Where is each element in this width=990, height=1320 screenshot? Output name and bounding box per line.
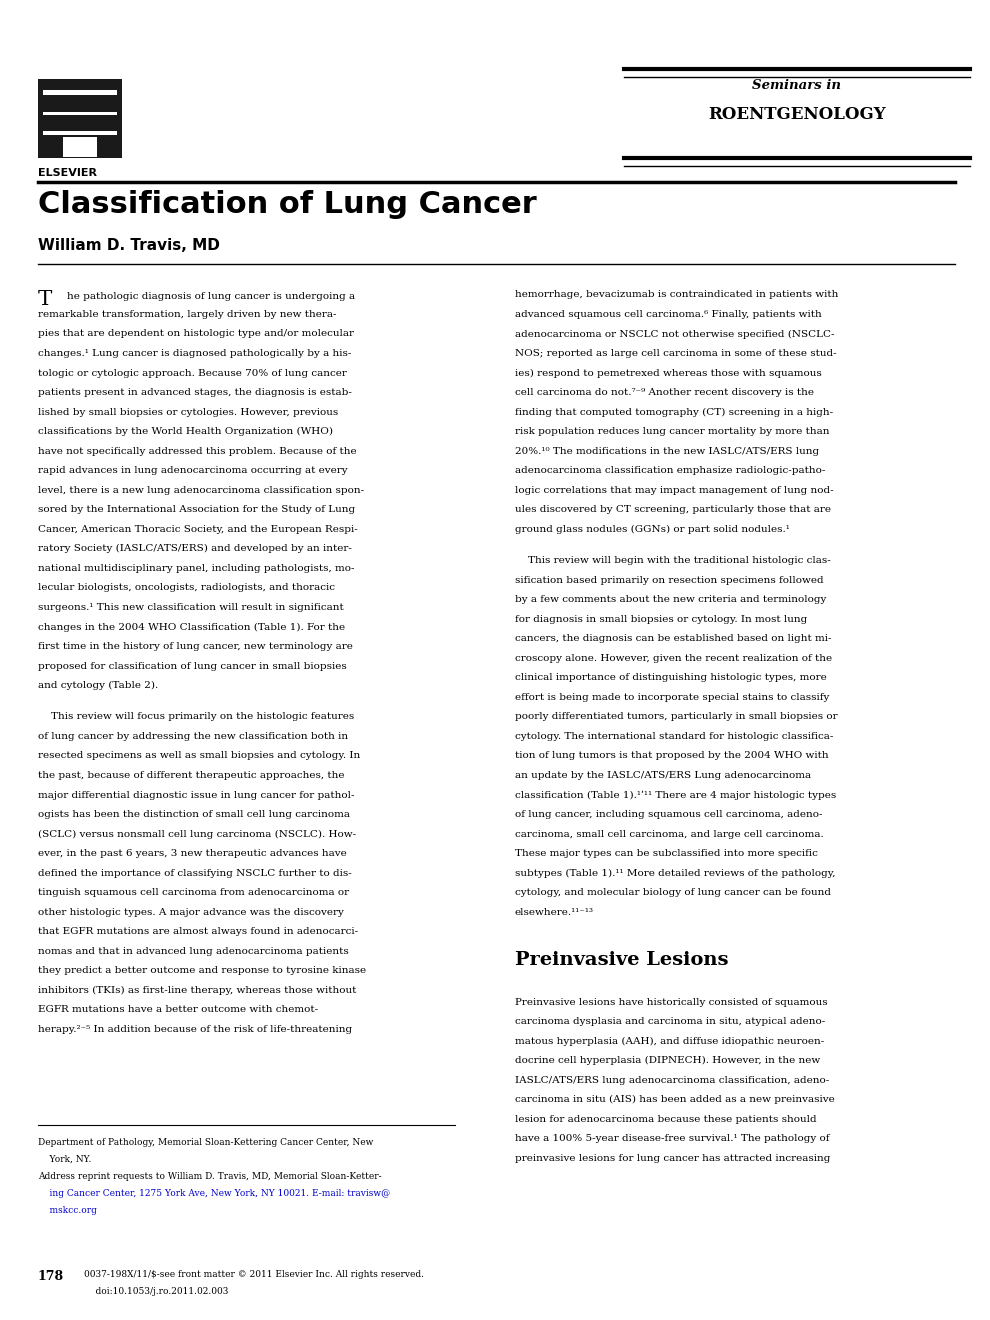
Text: sification based primarily on resection specimens followed: sification based primarily on resection …: [515, 576, 824, 585]
Text: preinvasive lesions for lung cancer has attracted increasing: preinvasive lesions for lung cancer has …: [515, 1154, 831, 1163]
Text: tion of lung tumors is that proposed by the 2004 WHO with: tion of lung tumors is that proposed by …: [515, 751, 829, 760]
Text: lished by small biopsies or cytologies. However, previous: lished by small biopsies or cytologies. …: [38, 408, 338, 417]
Text: rapid advances in lung adenocarcinoma occurring at every: rapid advances in lung adenocarcinoma oc…: [38, 466, 347, 475]
Text: This review will begin with the traditional histologic clas-: This review will begin with the traditio…: [515, 556, 831, 565]
Text: (SCLC) versus nonsmall cell lung carcinoma (NSCLC). How-: (SCLC) versus nonsmall cell lung carcino…: [38, 829, 355, 838]
Bar: [63, 137, 97, 157]
Bar: [43, 131, 117, 135]
Text: subtypes (Table 1).¹¹ More detailed reviews of the pathology,: subtypes (Table 1).¹¹ More detailed revi…: [515, 869, 836, 878]
Text: carcinoma dysplasia and carcinoma in situ, atypical adeno-: carcinoma dysplasia and carcinoma in sit…: [515, 1018, 825, 1026]
Text: ever, in the past 6 years, 3 new therapeutic advances have: ever, in the past 6 years, 3 new therape…: [38, 849, 346, 858]
Text: Department of Pathology, Memorial Sloan-Kettering Cancer Center, New: Department of Pathology, Memorial Sloan-…: [38, 1138, 373, 1147]
Text: EGFR mutations have a better outcome with chemot-: EGFR mutations have a better outcome wit…: [38, 1006, 318, 1014]
Text: cell carcinoma do not.⁷⁻⁹ Another recent discovery is the: cell carcinoma do not.⁷⁻⁹ Another recent…: [515, 388, 814, 397]
Text: matous hyperplasia (AAH), and diffuse idiopathic neuroen-: matous hyperplasia (AAH), and diffuse id…: [515, 1036, 824, 1045]
Text: nomas and that in advanced lung adenocarcinoma patients: nomas and that in advanced lung adenocar…: [38, 946, 348, 956]
Text: Address reprint requests to William D. Travis, MD, Memorial Sloan-Ketter-: Address reprint requests to William D. T…: [38, 1172, 381, 1181]
Text: lecular biologists, oncologists, radiologists, and thoracic: lecular biologists, oncologists, radiolo…: [38, 583, 335, 593]
Text: 20%.¹⁰ The modifications in the new IASLC/ATS/ERS lung: 20%.¹⁰ The modifications in the new IASL…: [515, 446, 819, 455]
Text: sored by the International Association for the Study of Lung: sored by the International Association f…: [38, 506, 354, 515]
Text: hemorrhage, bevacizumab is contraindicated in patients with: hemorrhage, bevacizumab is contraindicat…: [515, 290, 839, 300]
Text: effort is being made to incorporate special stains to classify: effort is being made to incorporate spec…: [515, 693, 830, 702]
Text: major differential diagnostic issue in lung cancer for pathol-: major differential diagnostic issue in l…: [38, 791, 354, 800]
Text: croscopy alone. However, given the recent realization of the: croscopy alone. However, given the recen…: [515, 653, 832, 663]
Text: 0037-198X/11/$-see front matter © 2011 Elsevier Inc. All rights reserved.: 0037-198X/11/$-see front matter © 2011 E…: [84, 1270, 424, 1279]
Text: doi:10.1053/j.ro.2011.02.003: doi:10.1053/j.ro.2011.02.003: [84, 1287, 229, 1296]
Text: 178: 178: [38, 1270, 63, 1283]
Text: pies that are dependent on histologic type and/or molecular: pies that are dependent on histologic ty…: [38, 330, 353, 338]
Text: Seminars in: Seminars in: [752, 79, 842, 92]
Text: finding that computed tomography (CT) screening in a high-: finding that computed tomography (CT) sc…: [515, 408, 833, 417]
Text: ELSEVIER: ELSEVIER: [38, 168, 97, 178]
Text: These major types can be subclassified into more specific: These major types can be subclassified i…: [515, 849, 818, 858]
Text: patients present in advanced stages, the diagnosis is estab-: patients present in advanced stages, the…: [38, 388, 351, 397]
Text: defined the importance of classifying NSCLC further to dis-: defined the importance of classifying NS…: [38, 869, 351, 878]
Text: first time in the history of lung cancer, new terminology are: first time in the history of lung cancer…: [38, 642, 352, 651]
Text: surgeons.¹ This new classification will result in significant: surgeons.¹ This new classification will …: [38, 603, 344, 612]
Text: mskcc.org: mskcc.org: [38, 1206, 96, 1216]
Text: elsewhere.¹¹⁻¹³: elsewhere.¹¹⁻¹³: [515, 908, 594, 916]
Bar: [38, 79, 122, 158]
Text: ogists has been the distinction of small cell lung carcinoma: ogists has been the distinction of small…: [38, 810, 349, 818]
Text: IASLC/ATS/ERS lung adenocarcinoma classification, adeno-: IASLC/ATS/ERS lung adenocarcinoma classi…: [515, 1076, 829, 1085]
Text: changes.¹ Lung cancer is diagnosed pathologically by a his-: changes.¹ Lung cancer is diagnosed patho…: [38, 348, 351, 358]
Text: remarkable transformation, largely driven by new thera-: remarkable transformation, largely drive…: [38, 310, 337, 319]
Text: T: T: [38, 290, 52, 309]
Text: tologic or cytologic approach. Because 70% of lung cancer: tologic or cytologic approach. Because 7…: [38, 368, 346, 378]
Text: for diagnosis in small biopsies or cytology. In most lung: for diagnosis in small biopsies or cytol…: [515, 615, 807, 623]
Text: adenocarcinoma classification emphasize radiologic-patho-: adenocarcinoma classification emphasize …: [515, 466, 826, 475]
Text: carcinoma in situ (AIS) has been added as a new preinvasive: carcinoma in situ (AIS) has been added a…: [515, 1096, 835, 1105]
Text: other histologic types. A major advance was the discovery: other histologic types. A major advance …: [38, 908, 344, 916]
Text: tinguish squamous cell carcinoma from adenocarcinoma or: tinguish squamous cell carcinoma from ad…: [38, 888, 348, 898]
Text: changes in the 2004 WHO Classification (Table 1). For the: changes in the 2004 WHO Classification (…: [38, 623, 345, 632]
Text: the past, because of different therapeutic approaches, the: the past, because of different therapeut…: [38, 771, 345, 780]
Text: an update by the IASLC/ATS/ERS Lung adenocarcinoma: an update by the IASLC/ATS/ERS Lung aden…: [515, 771, 811, 780]
Text: risk population reduces lung cancer mortality by more than: risk population reduces lung cancer mort…: [515, 428, 830, 436]
Text: national multidisciplinary panel, including pathologists, mo-: national multidisciplinary panel, includ…: [38, 564, 354, 573]
Text: logic correlations that may impact management of lung nod-: logic correlations that may impact manag…: [515, 486, 834, 495]
Text: poorly differentiated tumors, particularly in small biopsies or: poorly differentiated tumors, particular…: [515, 713, 838, 721]
Text: advanced squamous cell carcinoma.⁶ Finally, patients with: advanced squamous cell carcinoma.⁶ Final…: [515, 310, 822, 319]
Bar: [43, 112, 117, 115]
Bar: [43, 90, 117, 95]
Text: York, NY.: York, NY.: [38, 1155, 91, 1164]
Text: have not specifically addressed this problem. Because of the: have not specifically addressed this pro…: [38, 446, 356, 455]
Text: carcinoma, small cell carcinoma, and large cell carcinoma.: carcinoma, small cell carcinoma, and lar…: [515, 829, 824, 838]
Text: cancers, the diagnosis can be established based on light mi-: cancers, the diagnosis can be establishe…: [515, 634, 832, 643]
Text: Preinvasive lesions have historically consisted of squamous: Preinvasive lesions have historically co…: [515, 998, 828, 1007]
Text: they predict a better outcome and response to tyrosine kinase: they predict a better outcome and respon…: [38, 966, 365, 975]
Text: ies) respond to pemetrexed whereas those with squamous: ies) respond to pemetrexed whereas those…: [515, 368, 822, 378]
Text: classifications by the World Health Organization (WHO): classifications by the World Health Orga…: [38, 428, 333, 437]
Text: Preinvasive Lesions: Preinvasive Lesions: [515, 950, 729, 969]
Text: by a few comments about the new criteria and terminology: by a few comments about the new criteria…: [515, 595, 827, 605]
Text: This review will focus primarily on the histologic features: This review will focus primarily on the …: [38, 713, 353, 721]
Text: of lung cancer by addressing the new classification both in: of lung cancer by addressing the new cla…: [38, 731, 347, 741]
Text: adenocarcinoma or NSCLC not otherwise specified (NSCLC-: adenocarcinoma or NSCLC not otherwise sp…: [515, 330, 835, 339]
Text: ROENTGENOLOGY: ROENTGENOLOGY: [708, 106, 886, 123]
Text: Classification of Lung Cancer: Classification of Lung Cancer: [38, 190, 537, 219]
Text: ules discovered by CT screening, particularly those that are: ules discovered by CT screening, particu…: [515, 506, 831, 515]
Text: inhibitors (TKIs) as first-line therapy, whereas those without: inhibitors (TKIs) as first-line therapy,…: [38, 986, 356, 995]
Text: that EGFR mutations are almost always found in adenocarci-: that EGFR mutations are almost always fo…: [38, 927, 357, 936]
Text: classification (Table 1).¹ʹ¹¹ There are 4 major histologic types: classification (Table 1).¹ʹ¹¹ There are …: [515, 791, 836, 800]
Text: ing Cancer Center, 1275 York Ave, New York, NY 10021. E-mail: travisw@: ing Cancer Center, 1275 York Ave, New Yo…: [38, 1189, 390, 1199]
Text: William D. Travis, MD: William D. Travis, MD: [38, 238, 220, 252]
Text: resected specimens as well as small biopsies and cytology. In: resected specimens as well as small biop…: [38, 751, 360, 760]
Text: Cancer, American Thoracic Society, and the European Respi-: Cancer, American Thoracic Society, and t…: [38, 525, 357, 533]
Text: ground glass nodules (GGNs) or part solid nodules.¹: ground glass nodules (GGNs) or part soli…: [515, 525, 790, 535]
Text: lesion for adenocarcinoma because these patients should: lesion for adenocarcinoma because these …: [515, 1115, 817, 1123]
Text: proposed for classification of lung cancer in small biopsies: proposed for classification of lung canc…: [38, 661, 346, 671]
Text: level, there is a new lung adenocarcinoma classification spon-: level, there is a new lung adenocarcinom…: [38, 486, 363, 495]
Text: ratory Society (IASLC/ATS/ERS) and developed by an inter-: ratory Society (IASLC/ATS/ERS) and devel…: [38, 544, 351, 553]
Text: NOS; reported as large cell carcinoma in some of these stud-: NOS; reported as large cell carcinoma in…: [515, 348, 837, 358]
Text: herapy.²⁻⁵ In addition because of the risk of life-threatening: herapy.²⁻⁵ In addition because of the ri…: [38, 1024, 351, 1034]
Text: cytology, and molecular biology of lung cancer can be found: cytology, and molecular biology of lung …: [515, 888, 831, 898]
Text: of lung cancer, including squamous cell carcinoma, adeno-: of lung cancer, including squamous cell …: [515, 810, 823, 818]
Text: clinical importance of distinguishing histologic types, more: clinical importance of distinguishing hi…: [515, 673, 827, 682]
Text: cytology. The international standard for histologic classifica-: cytology. The international standard for…: [515, 731, 834, 741]
Text: he pathologic diagnosis of lung cancer is undergoing a: he pathologic diagnosis of lung cancer i…: [67, 292, 355, 301]
Text: and cytology (Table 2).: and cytology (Table 2).: [38, 681, 157, 690]
Text: docrine cell hyperplasia (DIPNECH). However, in the new: docrine cell hyperplasia (DIPNECH). Howe…: [515, 1056, 820, 1065]
Text: have a 100% 5-year disease-free survival.¹ The pathology of: have a 100% 5-year disease-free survival…: [515, 1134, 830, 1143]
